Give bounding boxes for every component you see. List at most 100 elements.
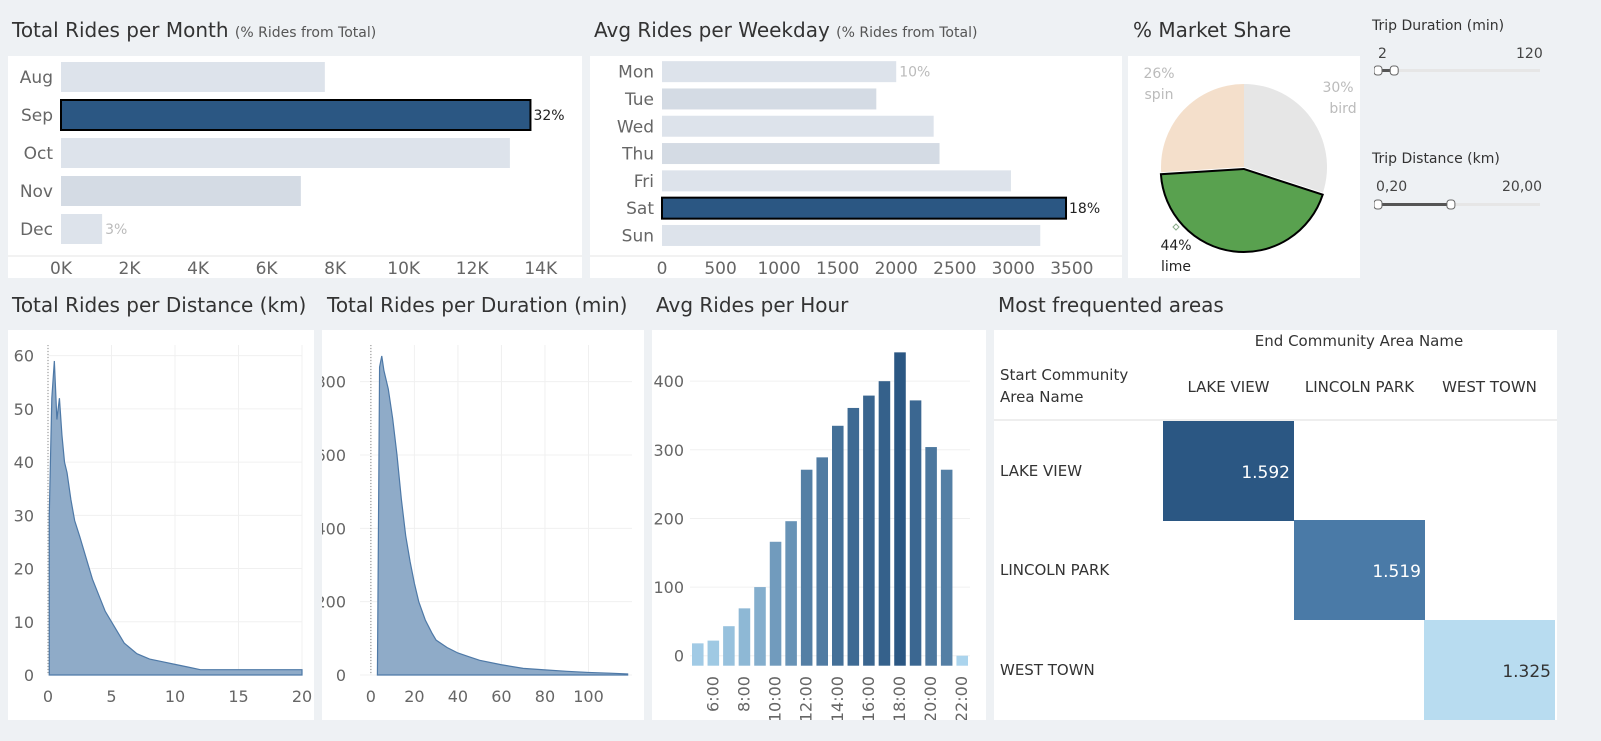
distance-x-tick-label: 15 xyxy=(228,687,248,706)
weekday-chart-title: Avg Rides per Weekday (% Rides from Tota… xyxy=(594,18,978,42)
distance-range-slider[interactable] xyxy=(1374,196,1544,214)
month-x-tick-label: 2K xyxy=(119,259,142,278)
weekday-bar xyxy=(662,88,877,110)
hour-bar-chart: 0 100 200 300 400 6:00 8:00 10:00 12:00 14:00 16:0… xyxy=(653,352,971,720)
heatmap-cell-value: 1.592 xyxy=(1241,463,1290,483)
month-x-tick-label: 6K xyxy=(256,259,279,278)
distance-slider-fill xyxy=(1378,203,1451,206)
hour-x-tick-label: 10:00 xyxy=(766,676,785,720)
hour-bar xyxy=(925,447,937,666)
duration-slider-fill xyxy=(1378,69,1395,72)
duration-range-slider[interactable] xyxy=(1374,62,1544,80)
hour-y-tick-label: 300 xyxy=(653,441,684,460)
pie-label-bird-name: bird xyxy=(1329,101,1356,117)
weekday-category-label: Sat xyxy=(626,199,654,219)
weekday-chart-panel: Mon 10% Tue Wed Thu Fri Sat 18% Sun 0 500 1000 1500 2… xyxy=(590,56,1122,278)
hour-bar xyxy=(738,608,751,666)
column-header: WEST TOWN xyxy=(1442,378,1537,396)
duration-chart-panel: 0 200 400 600 800 0 20 40 60 80 100 xyxy=(322,330,644,720)
areas-heatmap-panel: End Community Area Name Start Community Ar… xyxy=(994,330,1557,720)
month-x-tick-label: 4K xyxy=(187,259,210,278)
areas-table-title: Most frequented areas xyxy=(998,293,1224,317)
duration-y-tick-label: 600 xyxy=(322,446,346,465)
hour-chart-panel: 0 100 200 300 400 6:00 8:00 10:00 12:00 14:00 16:0… xyxy=(652,330,986,720)
pie-label-lime-name: lime xyxy=(1161,259,1191,275)
weekday-category-label: Tue xyxy=(624,90,654,110)
hour-y-tick-label: 200 xyxy=(653,509,684,528)
heatmap-cell xyxy=(1294,520,1425,620)
duration-area-chart: 0 200 400 600 800 0 20 40 60 80 100 xyxy=(322,345,632,706)
hour-bar xyxy=(909,400,922,666)
distance-chart-title: Total Rides per Distance (km) xyxy=(12,293,307,317)
hour-x-tick-label: 22:00 xyxy=(952,676,971,720)
distance-y-tick-label: 20 xyxy=(14,560,34,579)
month-category-label: Oct xyxy=(24,144,54,164)
hour-bar xyxy=(754,587,766,666)
market-share-pie: 30% bird 26% spin 44% lime xyxy=(1143,66,1356,275)
weekday-data-label: 18% xyxy=(1069,201,1100,217)
duration-x-tick-label: 80 xyxy=(535,687,555,706)
month-category-label: Aug xyxy=(20,68,53,88)
weekday-category-label: Sun xyxy=(622,226,654,246)
duration-x-tick-label: 60 xyxy=(491,687,511,706)
distance-y-tick-label: 0 xyxy=(24,666,34,685)
duration-y-tick-label: 0 xyxy=(336,666,346,685)
hour-x-tick-label: 14:00 xyxy=(828,676,847,720)
distance-chart-panel: 0 10 20 30 40 50 60 0 5 10 15 20 xyxy=(8,330,314,720)
column-header-title: End Community Area Name xyxy=(1255,332,1463,350)
duration-slider-min-handle[interactable] xyxy=(1374,65,1383,76)
row-header: LINCOLN PARK xyxy=(1000,561,1110,579)
hour-x-tick-label: 12:00 xyxy=(797,676,816,720)
hour-bar xyxy=(785,521,797,666)
heatmap-cell xyxy=(1163,421,1294,521)
weekday-x-tick-label: 0 xyxy=(657,259,668,278)
hour-bar xyxy=(940,469,953,666)
weekday-x-tick-label: 3000 xyxy=(992,259,1035,278)
hour-y-tick-label: 100 xyxy=(653,578,684,597)
weekday-bar xyxy=(662,224,1041,246)
distance-filter-max: 20,00 xyxy=(1502,179,1543,195)
weekday-bar xyxy=(662,170,1011,192)
weekday-x-tick-label: 1500 xyxy=(816,259,859,278)
hour-y-tick-label: 0 xyxy=(674,647,684,666)
distance-slider-min-handle[interactable] xyxy=(1374,199,1383,210)
month-chart-panel: Aug Sep 32% Oct Nov Dec 3% 0K 2K 4K 6K 8K 10K 12K 14K xyxy=(8,56,582,278)
month-x-tick-label: 10K xyxy=(387,259,421,278)
duration-filter-max: 120 xyxy=(1516,46,1543,62)
row-header-title-line2: Area Name xyxy=(1000,388,1084,406)
distance-x-tick-label: 20 xyxy=(292,687,312,706)
hour-bar xyxy=(847,407,860,666)
duration-x-tick-label: 100 xyxy=(573,687,604,706)
hour-bar xyxy=(894,352,906,666)
month-category-label: Dec xyxy=(20,220,53,240)
market-share-panel: 30% bird 26% spin 44% lime xyxy=(1128,56,1360,278)
duration-chart-title: Total Rides per Duration (min) xyxy=(327,293,628,317)
weekday-category-label: Fri xyxy=(634,172,654,192)
distance-slider-max-handle[interactable] xyxy=(1446,199,1456,210)
month-x-tick-label: 0K xyxy=(50,259,73,278)
weekday-x-tick-label: 2000 xyxy=(875,259,918,278)
distance-y-tick-label: 30 xyxy=(14,506,34,525)
distance-y-tick-label: 40 xyxy=(14,453,34,472)
weekday-bar xyxy=(661,196,1068,220)
distance-area-chart: 0 10 20 30 40 50 60 0 5 10 15 20 xyxy=(14,345,312,706)
hour-bar xyxy=(707,640,720,666)
duration-y-tick-label: 400 xyxy=(322,519,346,538)
hour-bar xyxy=(863,395,875,666)
month-bar xyxy=(61,62,325,92)
hour-bar xyxy=(878,381,891,666)
duration-slider-max-handle[interactable] xyxy=(1389,65,1399,76)
duration-x-tick-label: 20 xyxy=(404,687,424,706)
hour-chart-title: Avg Rides per Hour xyxy=(656,293,849,317)
weekday-data-label: 10% xyxy=(899,65,930,81)
month-chart-title: Total Rides per Month (% Rides from Tota… xyxy=(12,18,377,42)
hour-bar xyxy=(723,626,735,666)
hour-bar xyxy=(800,469,813,666)
hour-y-tick-label: 400 xyxy=(653,372,684,391)
month-category-label: Sep xyxy=(21,106,53,126)
weekday-category-label: Thu xyxy=(621,145,654,165)
hour-x-tick-label: 8:00 xyxy=(734,676,753,712)
month-bar xyxy=(61,138,510,168)
pie-label-lime-pct: 44% xyxy=(1160,238,1191,254)
hour-bar xyxy=(832,425,844,666)
